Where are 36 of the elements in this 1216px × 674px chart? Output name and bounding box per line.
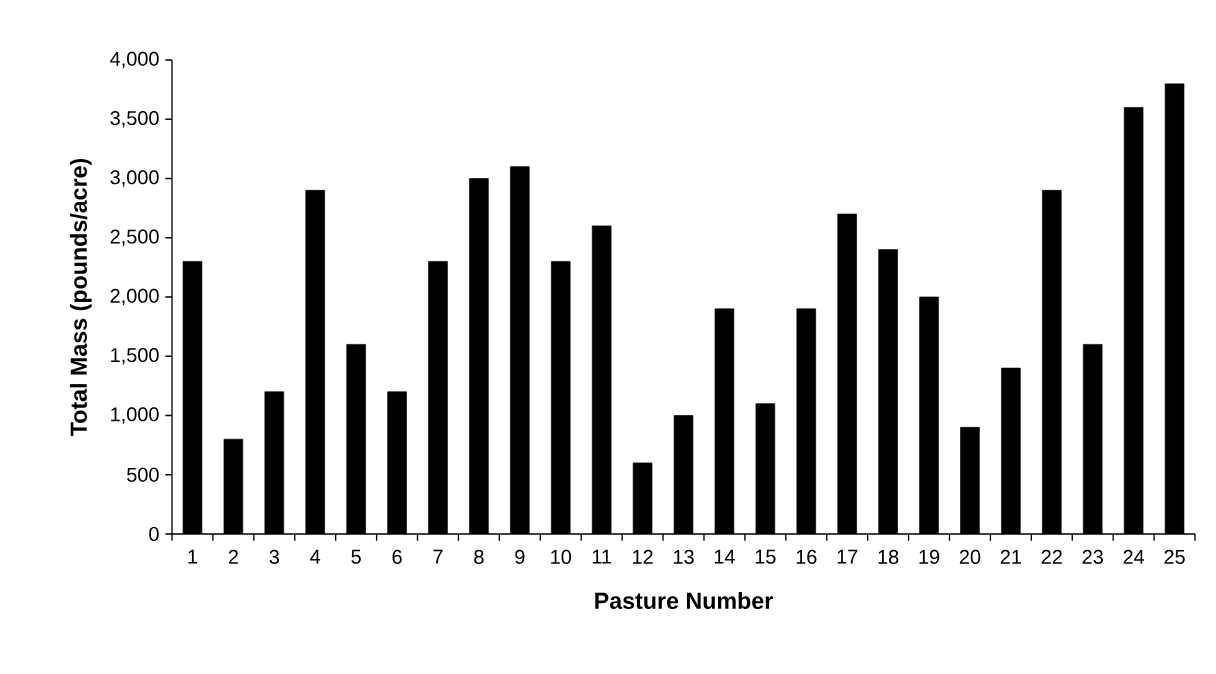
x-tick-label: 21	[1000, 549, 1021, 564]
y-tick-label: 1,500	[111, 348, 159, 365]
x-tick-label: 12	[633, 549, 653, 564]
x-tick-label: 19	[919, 549, 940, 564]
y-tick-label: 2,500	[110, 229, 159, 246]
x-tick-label: 18	[878, 549, 899, 564]
x-tick-label: 17	[837, 549, 858, 564]
x-tick-label: 20	[959, 549, 981, 564]
x-tick-label: 2	[228, 549, 238, 564]
y-tick-label: 2,000	[110, 288, 159, 306]
y-tick-label: 0	[149, 526, 159, 542]
y-axis-title: Total Mass (pounds/acre)	[69, 158, 92, 437]
y-tick-label: 3,500	[110, 111, 159, 128]
y-tick-label: 500	[127, 467, 159, 482]
x-tick-label: 7	[433, 549, 443, 564]
x-tick-label: 5	[351, 549, 361, 564]
x-tick-label: 6	[392, 549, 402, 564]
y-tick-label: 1,000	[111, 407, 159, 424]
x-tick-label: 24	[1123, 549, 1145, 564]
x-tick-label: 13	[673, 549, 694, 564]
x-tick-label: 1	[188, 549, 198, 564]
x-tick-label: 3	[269, 549, 279, 564]
x-tick-label: 9	[515, 549, 525, 564]
y-tick-label: 4,000	[110, 51, 159, 69]
x-axis-title: Pasture Number	[595, 591, 773, 610]
x-tick-label: 4	[310, 549, 321, 564]
x-tick-label: 22	[1041, 549, 1062, 564]
x-tick-label: 25	[1164, 549, 1185, 564]
x-tick-label: 15	[755, 549, 776, 564]
x-tick-label: 10	[551, 549, 572, 564]
x-tick-label: 14	[714, 549, 735, 564]
x-tick-label: 11	[592, 549, 612, 564]
x-tick-label: 8	[474, 549, 484, 564]
x-tick-label: 23	[1082, 549, 1103, 564]
y-tick-label: 3,000	[110, 170, 159, 187]
x-tick-label: 16	[796, 549, 817, 564]
